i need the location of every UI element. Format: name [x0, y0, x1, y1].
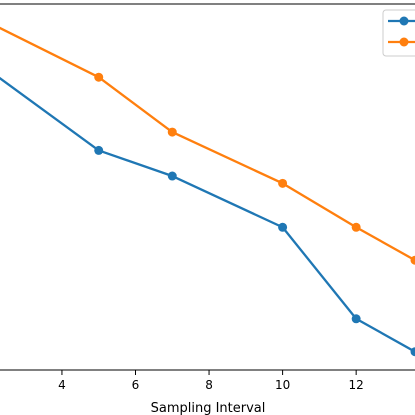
data-point	[94, 72, 104, 82]
x-tick-label: 6	[132, 378, 140, 392]
data-point	[94, 145, 104, 155]
x-tick-label: 4	[58, 378, 66, 392]
data-point	[167, 171, 177, 181]
x-axis-label: Sampling Interval	[151, 401, 266, 415]
data-point	[410, 347, 415, 357]
x-tick-label: 10	[275, 378, 290, 392]
series-line	[0, 26, 415, 262]
legend-marker	[399, 37, 409, 47]
data-point	[278, 222, 288, 232]
x-tick-label: 12	[349, 378, 364, 392]
data-point	[351, 222, 361, 232]
data-point	[351, 314, 361, 324]
legend-box	[382, 9, 415, 57]
legend	[382, 9, 415, 57]
x-tick-label: 8	[205, 378, 213, 392]
data-point	[167, 127, 177, 137]
series-layer	[0, 26, 415, 357]
data-point	[410, 255, 415, 265]
axes: 24681012	[0, 3, 415, 392]
data-point	[278, 178, 288, 188]
series-line	[0, 76, 415, 353]
legend-marker	[399, 16, 409, 26]
